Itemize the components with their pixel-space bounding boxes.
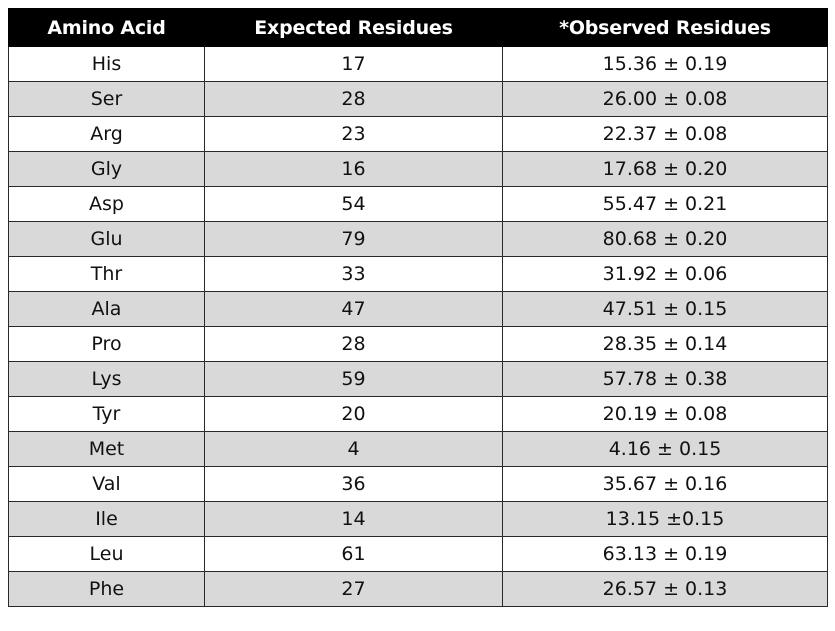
cell-amino-acid: His [8,46,205,82]
table-row: Ile 14 13.15 ±0.15 [8,501,828,537]
cell-expected-residues: 28 [204,81,503,117]
cell-expected-residues: 54 [204,186,503,222]
table-row: Arg 23 22.37 ± 0.08 [8,116,828,152]
cell-observed-residues: 31.92 ± 0.06 [502,256,828,292]
cell-expected-residues: 27 [204,571,503,607]
cell-amino-acid: Ile [8,501,205,537]
cell-observed-residues: 4.16 ± 0.15 [502,431,828,467]
table-row: Glu 79 80.68 ± 0.20 [8,221,828,257]
table-header: Amino Acid Expected Residues *Observed R… [8,8,828,47]
cell-amino-acid: Asp [8,186,205,222]
cell-amino-acid: Lys [8,361,205,397]
cell-observed-residues: 22.37 ± 0.08 [502,116,828,152]
cell-observed-residues: 47.51 ± 0.15 [502,291,828,327]
table-row: Lys 59 57.78 ± 0.38 [8,361,828,397]
cell-amino-acid: Gly [8,151,205,187]
cell-amino-acid: Ala [8,291,205,327]
cell-observed-residues: 80.68 ± 0.20 [502,221,828,257]
cell-observed-residues: 26.57 ± 0.13 [502,571,828,607]
table-row: His 17 15.36 ± 0.19 [8,46,828,82]
header-observed-residues: *Observed Residues [502,8,828,47]
cell-expected-residues: 23 [204,116,503,152]
cell-observed-residues: 26.00 ± 0.08 [502,81,828,117]
cell-amino-acid: Tyr [8,396,205,432]
header-row: Amino Acid Expected Residues *Observed R… [8,8,828,47]
table-row: Thr 33 31.92 ± 0.06 [8,256,828,292]
cell-expected-residues: 33 [204,256,503,292]
cell-observed-residues: 63.13 ± 0.19 [502,536,828,572]
cell-expected-residues: 61 [204,536,503,572]
table-row: Phe 27 26.57 ± 0.13 [8,571,828,607]
amino-acid-table-container: Amino Acid Expected Residues *Observed R… [8,8,828,622]
table-row: Asp 54 55.47 ± 0.21 [8,186,828,222]
cell-amino-acid: Val [8,466,205,502]
cell-amino-acid: Met [8,431,205,467]
cell-expected-residues: 79 [204,221,503,257]
cell-expected-residues: 28 [204,326,503,362]
header-amino-acid: Amino Acid [8,8,205,47]
table-row: Pro 28 28.35 ± 0.14 [8,326,828,362]
cell-expected-residues: 59 [204,361,503,397]
cell-amino-acid: Phe [8,571,205,607]
cell-expected-residues: 17 [204,46,503,82]
cell-expected-residues: 16 [204,151,503,187]
amino-acid-table: Amino Acid Expected Residues *Observed R… [8,8,828,607]
cell-amino-acid: Glu [8,221,205,257]
cell-observed-residues: 20.19 ± 0.08 [502,396,828,432]
cell-observed-residues: 15.36 ± 0.19 [502,46,828,82]
cell-amino-acid: Arg [8,116,205,152]
table-row: Ala 47 47.51 ± 0.15 [8,291,828,327]
cell-expected-residues: 20 [204,396,503,432]
table-row: Tyr 20 20.19 ± 0.08 [8,396,828,432]
cell-amino-acid: Ser [8,81,205,117]
cell-observed-residues: 35.67 ± 0.16 [502,466,828,502]
cell-observed-residues: 17.68 ± 0.20 [502,151,828,187]
cell-observed-residues: 57.78 ± 0.38 [502,361,828,397]
cell-amino-acid: Thr [8,256,205,292]
cell-expected-residues: 14 [204,501,503,537]
table-row: Gly 16 17.68 ± 0.20 [8,151,828,187]
table-row: Ser 28 26.00 ± 0.08 [8,81,828,117]
cell-expected-residues: 36 [204,466,503,502]
table-row: Leu 61 63.13 ± 0.19 [8,536,828,572]
cell-expected-residues: 4 [204,431,503,467]
table-body: His 17 15.36 ± 0.19 Ser 28 26.00 ± 0.08 Arg 23 2… [8,46,828,607]
cell-observed-residues: 28.35 ± 0.14 [502,326,828,362]
cell-observed-residues: 55.47 ± 0.21 [502,186,828,222]
table-row: Met 4 4.16 ± 0.15 [8,431,828,467]
cell-amino-acid: Pro [8,326,205,362]
cell-amino-acid: Leu [8,536,205,572]
table-row: Val 36 35.67 ± 0.16 [8,466,828,502]
header-expected-residues: Expected Residues [204,8,503,47]
cell-observed-residues: 13.15 ±0.15 [502,501,828,537]
cell-expected-residues: 47 [204,291,503,327]
